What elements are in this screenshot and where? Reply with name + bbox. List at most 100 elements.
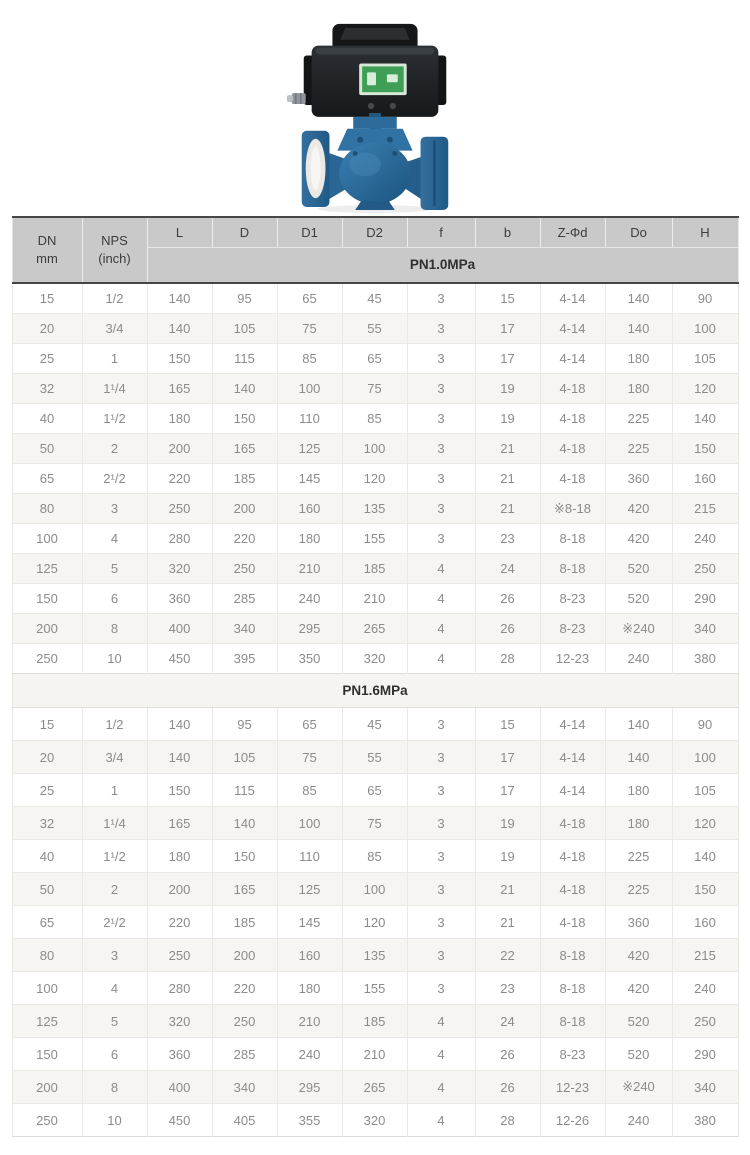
cell-dn-mm: 150 [12,1037,83,1071]
table-row: 32 1¹/4 165 140 100 75 3 19 4-18 180 120 [12,373,738,404]
cell-nps-inch: 10 [82,1103,148,1137]
cell-z-phi-d: 8-18 [540,938,606,972]
cell-f: 3 [407,971,476,1005]
cell-nps-inch: 4 [82,523,148,554]
cell-l: 165 [147,806,213,840]
cell-b: 26 [475,1037,541,1071]
cell-z-phi-d: ※8-18 [540,493,606,524]
cell-nps-inch: 2¹/2 [82,463,148,494]
cell-d: 95 [212,282,278,314]
cell-d1: 350 [277,643,343,674]
cell-f: 4 [407,1037,476,1071]
cell-l: 400 [147,1070,213,1104]
cell-l: 320 [147,553,213,584]
cell-z-phi-d: 8-23 [540,583,606,614]
cell-d: 140 [212,373,278,404]
cell-d1: 240 [277,1037,343,1071]
cell-d1: 180 [277,971,343,1005]
table-row: 200 8 400 340 295 265 4 26 8-23 ※240 340 [12,613,738,644]
cell-d: 140 [212,806,278,840]
cell-d1: 75 [277,313,343,344]
actuator [286,23,447,117]
cell-l: 450 [147,643,213,674]
cell-h: 90 [672,282,738,314]
cell-d2: 65 [342,773,408,807]
cell-dn-mm: 32 [12,373,83,404]
cell-do: 520 [605,1037,673,1071]
cell-nps-inch: 8 [82,1070,148,1104]
cell-d2: 45 [342,707,408,741]
cell-d: 115 [212,773,278,807]
cell-d2: 120 [342,905,408,939]
cell-d: 150 [212,839,278,873]
cell-d2: 185 [342,553,408,584]
cell-dn-mm: 40 [12,839,83,873]
cell-l: 140 [147,282,213,314]
cell-dn-mm: 100 [12,523,83,554]
cell-b: 21 [475,433,541,464]
header-h: H [672,217,738,248]
table-row: 250 10 450 395 350 320 4 28 12-23 240 380 [12,643,738,674]
cell-f: 3 [407,313,476,344]
cell-d: 115 [212,343,278,374]
cell-d1: 180 [277,523,343,554]
cell-l: 320 [147,1004,213,1038]
cell-nps-inch: 5 [82,1004,148,1038]
header-l: L [147,217,213,248]
cell-d2: 320 [342,1103,408,1137]
table-row: 15 1/2 140 95 65 45 3 15 4-14 140 90 [12,707,738,741]
cell-d: 285 [212,583,278,614]
cell-dn-mm: 25 [12,773,83,807]
pn16-band: PN1.6MPa [12,673,738,708]
cell-nps-inch: 6 [82,1037,148,1071]
cell-b: 21 [475,905,541,939]
cell-d2: 210 [342,1037,408,1071]
cell-f: 3 [407,872,476,906]
cell-d: 220 [212,523,278,554]
cell-h: 105 [672,343,738,374]
cell-b: 28 [475,1103,541,1137]
cell-l: 140 [147,313,213,344]
cell-h: 140 [672,403,738,434]
cell-dn-mm: 250 [12,643,83,674]
cell-h: 215 [672,493,738,524]
cell-nps-inch: 2 [82,872,148,906]
cell-l: 250 [147,493,213,524]
cell-l: 140 [147,707,213,741]
cell-z-phi-d: 4-14 [540,740,606,774]
cell-h: 380 [672,643,738,674]
cell-b: 23 [475,523,541,554]
header-d1: D1 [277,217,343,248]
cell-z-phi-d: 12-23 [540,643,606,674]
cell-b: 19 [475,806,541,840]
cell-dn-mm: 20 [12,313,83,344]
cell-nps-inch: 3/4 [82,313,148,344]
cell-do: ※240 [605,613,673,644]
cell-d2: 75 [342,373,408,404]
cell-l: 140 [147,740,213,774]
cell-d2: 85 [342,839,408,873]
cell-d2: 85 [342,403,408,434]
cell-h: 105 [672,773,738,807]
cell-nps-inch: 4 [82,971,148,1005]
cell-z-phi-d: 4-18 [540,872,606,906]
cell-do: 180 [605,343,673,374]
cell-l: 250 [147,938,213,972]
cell-h: 215 [672,938,738,972]
cell-z-phi-d: 4-18 [540,806,606,840]
cell-d1: 85 [277,343,343,374]
pn16-rows: 15 1/2 140 95 65 45 3 15 4-14 140 90 20 3/4 140 105 75 5… [12,707,738,1137]
table-row: 250 10 450 405 355 320 4 28 12-26 240 380 [12,1103,738,1137]
cell-dn-mm: 50 [12,433,83,464]
cell-f: 3 [407,523,476,554]
cell-l: 220 [147,463,213,494]
cell-dn-mm: 250 [12,1103,83,1137]
cell-do: 240 [605,1103,673,1137]
cell-nps-inch: 2 [82,433,148,464]
cell-do: 180 [605,373,673,404]
cell-f: 4 [407,1004,476,1038]
cell-z-phi-d: 4-14 [540,773,606,807]
cell-z-phi-d: 8-18 [540,971,606,1005]
section-label-pn10: PN1.0MPa [147,247,738,283]
cell-f: 3 [407,806,476,840]
